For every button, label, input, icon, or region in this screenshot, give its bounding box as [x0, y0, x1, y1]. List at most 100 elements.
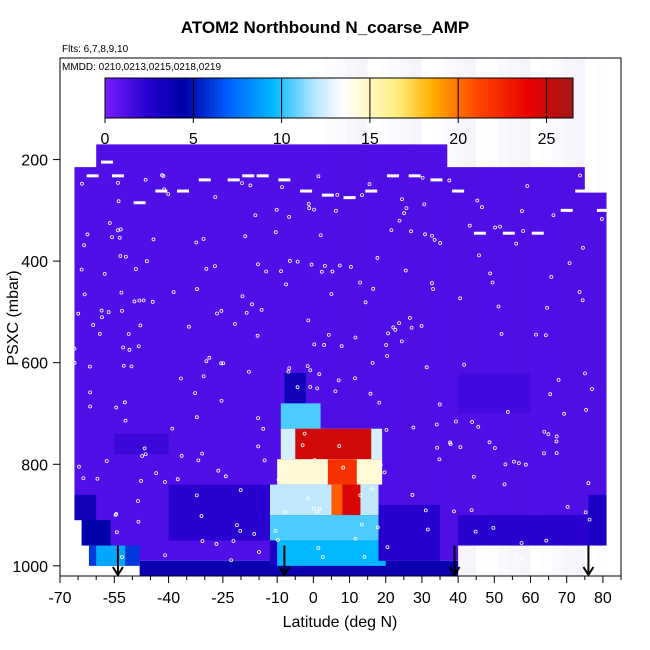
sample-marker: [200, 451, 205, 456]
data-cell: [295, 428, 372, 460]
colorbar-segment: [261, 78, 266, 118]
sample-marker: [377, 400, 382, 405]
sample-marker: [548, 392, 553, 397]
sample-marker: [397, 321, 402, 326]
sample-marker: [458, 445, 463, 450]
sample-marker: [127, 347, 132, 352]
colorbar-segment: [249, 78, 254, 118]
colorbar-segment: [128, 78, 133, 118]
sample-marker: [204, 359, 209, 364]
sample-marker: [257, 550, 261, 554]
colorbar-segment: [315, 78, 320, 118]
sample-marker: [256, 262, 260, 267]
sample-marker: [142, 446, 147, 451]
sample-marker: [435, 445, 440, 450]
colorbar-segment: [424, 78, 430, 118]
sample-marker: [99, 308, 104, 313]
sample-marker: [141, 298, 146, 303]
colorbar-segment: [167, 78, 172, 118]
sample-marker: [448, 440, 452, 445]
sample-marker: [136, 519, 141, 524]
sample-marker: [255, 333, 260, 338]
colorbar-segment: [479, 78, 484, 118]
chart-title: ATOM2 Northbound N_coarse_AMP: [180, 18, 470, 37]
sample-marker: [256, 416, 260, 421]
sample-track: [386, 174, 399, 178]
y-tick-label: 1000: [12, 559, 48, 576]
sample-marker: [154, 471, 159, 475]
x-tick-label: 10: [341, 590, 359, 607]
sample-marker: [120, 555, 124, 560]
sample-marker: [244, 310, 249, 315]
sample-marker: [599, 217, 604, 221]
sample-marker: [586, 481, 591, 485]
sample-marker: [276, 478, 281, 482]
colorbar-segment: [463, 78, 469, 118]
dates-note: MMDD: 0210,0213,0215,0218,0219: [62, 62, 222, 73]
sample-marker: [542, 429, 547, 434]
sample-marker: [542, 451, 546, 456]
colorbar-segment: [319, 78, 324, 118]
colorbar-segment: [155, 78, 161, 118]
data-cell: [458, 372, 531, 414]
colorbar-segment: [354, 78, 359, 118]
colorbar-segment: [147, 78, 153, 118]
sample-marker: [306, 318, 311, 323]
sample-marker: [302, 431, 307, 436]
data-band: [433, 58, 444, 576]
colorbar-segment: [339, 78, 344, 118]
colorbar-segment: [292, 78, 297, 118]
sample-marker: [554, 439, 559, 444]
colorbar-segment: [553, 78, 558, 118]
sample-marker: [100, 315, 104, 320]
sample-marker: [306, 496, 310, 501]
colorbar-segment: [144, 78, 149, 118]
colorbar-segment: [413, 78, 418, 118]
sample-marker: [565, 504, 570, 509]
sample-marker: [77, 464, 81, 469]
sample-marker: [319, 269, 324, 274]
sample-marker: [247, 369, 251, 374]
colorbar-segment: [120, 78, 125, 118]
sample-marker: [216, 468, 221, 473]
sample-marker: [284, 282, 288, 287]
sample-marker: [120, 309, 124, 313]
colorbar-segment: [358, 78, 363, 118]
sample-track: [365, 189, 378, 193]
sample-marker: [335, 192, 340, 197]
y-tick-label: 600: [21, 356, 48, 373]
sample-marker: [370, 360, 375, 365]
colorbar-segment: [428, 78, 434, 118]
sample-marker: [546, 432, 551, 437]
sample-marker: [514, 241, 519, 246]
sample-marker: [170, 426, 175, 431]
data-cell: [280, 403, 321, 429]
colorbar-segment: [206, 78, 211, 118]
colorbar-segment: [237, 78, 242, 118]
sample-marker: [134, 267, 138, 271]
colorbar-segment: [385, 78, 391, 118]
colorbar-segment: [510, 78, 515, 118]
sample-marker: [315, 386, 320, 391]
sample-marker: [503, 462, 508, 467]
sample-marker: [471, 474, 476, 479]
sample-marker: [199, 514, 204, 518]
sample-marker: [124, 254, 128, 259]
x-tick-label: 60: [522, 590, 540, 607]
colorbar-segment: [362, 78, 367, 118]
colorbar-segment: [452, 78, 457, 118]
sample-marker: [119, 290, 124, 295]
sample-marker: [462, 362, 467, 367]
sample-marker: [72, 346, 77, 351]
sample-marker: [409, 229, 413, 234]
colorbar-segment: [241, 78, 246, 118]
flights-note: Flts: 6,7,8,9,10: [62, 44, 129, 55]
colorbar-segment: [186, 78, 192, 118]
colorbar-segment: [331, 78, 336, 118]
sample-marker: [262, 458, 267, 463]
sample-marker: [219, 309, 224, 313]
colorbar-tick-label: 15: [361, 131, 379, 148]
sample-marker: [454, 419, 458, 424]
sample-marker: [137, 298, 142, 303]
sample-marker: [393, 327, 398, 332]
